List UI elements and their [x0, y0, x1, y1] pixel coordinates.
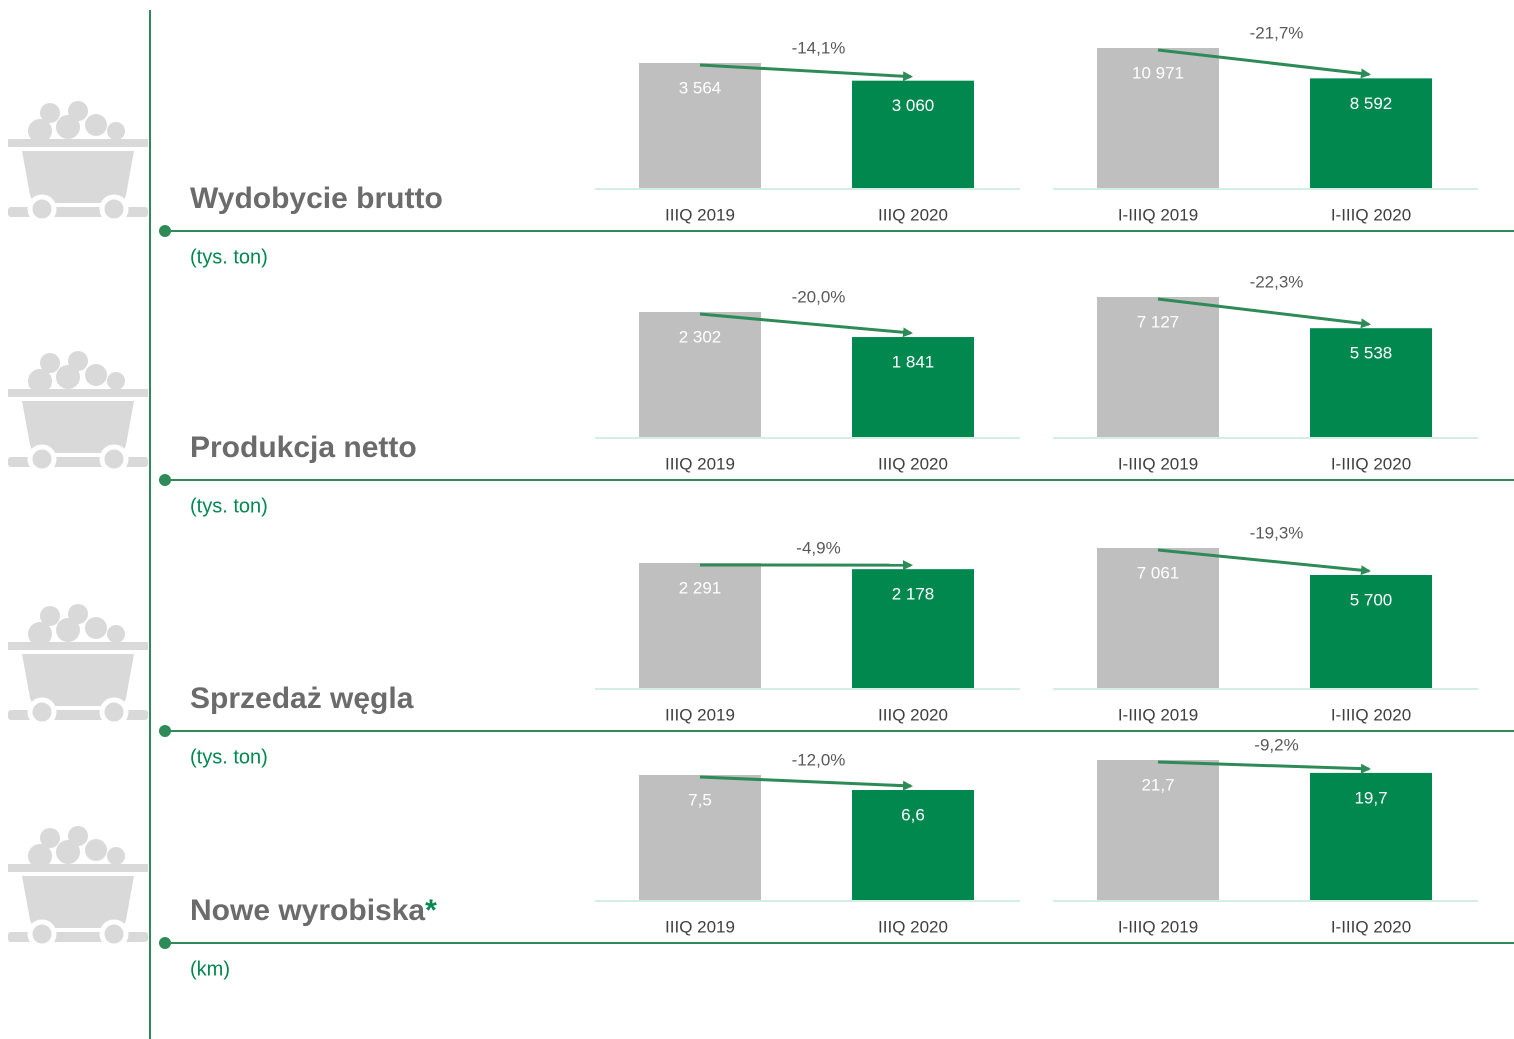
x-tick-label: I-IIIQ 2020 — [1331, 917, 1411, 936]
value-label: 7,5 — [688, 790, 712, 809]
bar — [852, 569, 974, 688]
x-tick-label: IIIQ 2019 — [665, 705, 735, 724]
bar — [852, 337, 974, 437]
x-tick-label: IIIQ 2020 — [878, 205, 948, 224]
x-tick-label: IIIQ 2020 — [878, 454, 948, 473]
value-label: 6,6 — [901, 805, 925, 824]
x-tick-label: IIIQ 2020 — [878, 705, 948, 724]
value-label: 2 178 — [892, 585, 935, 604]
x-tick-label: I-IIIQ 2019 — [1118, 917, 1198, 936]
cart-icon — [8, 351, 148, 471]
x-tick-label: IIIQ 2020 — [878, 917, 948, 936]
bar — [1097, 48, 1219, 188]
section-title: Produkcja netto — [190, 431, 417, 464]
value-label: 5 700 — [1350, 590, 1393, 609]
change-label: -21,7% — [1250, 23, 1304, 42]
change-arrow — [1157, 760, 1371, 774]
x-tick-label: I-IIIQ 2020 — [1331, 454, 1411, 473]
bar — [1310, 574, 1432, 688]
value-label: 7 127 — [1137, 312, 1180, 331]
section-dot — [159, 225, 171, 237]
value-label: 8 592 — [1350, 94, 1393, 113]
x-tick-label: IIIQ 2019 — [665, 454, 735, 473]
bar — [1310, 772, 1432, 900]
value-label: 19,7 — [1354, 788, 1387, 807]
section-title-text: Sprzedaż węgla — [190, 682, 414, 715]
cart-icon — [8, 604, 148, 724]
title-marker: * — [425, 894, 437, 927]
x-tick-label: I-IIIQ 2020 — [1331, 205, 1411, 224]
bar — [639, 563, 761, 688]
change-label: -9,2% — [1254, 735, 1298, 754]
bar — [1310, 328, 1432, 437]
change-label: -4,9% — [796, 538, 840, 557]
section-title-text: Produkcja netto — [190, 431, 417, 464]
value-label: 2 291 — [679, 578, 722, 597]
bar — [639, 312, 761, 437]
value-label: 10 971 — [1132, 63, 1184, 82]
change-arrow — [699, 312, 913, 338]
bar — [639, 775, 761, 900]
value-label: 3 060 — [892, 96, 935, 115]
change-arrow — [699, 63, 913, 82]
bar — [639, 63, 761, 188]
change-label: -14,1% — [792, 38, 846, 57]
section-unit: (tys. ton) — [190, 495, 268, 517]
section-title-text: Nowe wyrobiska — [190, 894, 425, 927]
section-title: Nowe wyrobiska* — [190, 894, 437, 927]
section-unit: (km) — [190, 958, 230, 980]
change-arrow — [1157, 548, 1371, 576]
section-dot — [159, 725, 171, 737]
section-title: Wydobycie brutto — [190, 182, 443, 215]
x-tick-label: I-IIIQ 2019 — [1118, 454, 1198, 473]
bar — [1097, 760, 1219, 900]
cart-icon — [8, 826, 148, 946]
section-unit: (tys. ton) — [190, 246, 268, 268]
bar — [852, 790, 974, 900]
section-title: Sprzedaż węgla — [190, 682, 414, 715]
x-tick-label: IIIQ 2019 — [665, 205, 735, 224]
change-label: -22,3% — [1250, 272, 1304, 291]
change-arrow — [699, 775, 913, 791]
section-dot — [159, 474, 171, 486]
change-arrow — [1157, 297, 1371, 329]
section-unit: (tys. ton) — [190, 746, 268, 768]
x-tick-label: I-IIIQ 2020 — [1331, 705, 1411, 724]
bar — [1097, 548, 1219, 688]
value-label: 7 061 — [1137, 563, 1180, 582]
bar — [852, 80, 974, 188]
change-label: -12,0% — [792, 750, 846, 769]
change-arrow — [1157, 48, 1371, 79]
value-label: 21,7 — [1141, 775, 1174, 794]
value-label: 3 564 — [679, 78, 722, 97]
cart-icon — [8, 101, 148, 221]
value-label: 5 538 — [1350, 344, 1393, 363]
section-dot — [159, 937, 171, 949]
value-label: 2 302 — [679, 327, 722, 346]
x-tick-label: I-IIIQ 2019 — [1118, 705, 1198, 724]
change-label: -19,3% — [1250, 523, 1304, 542]
bar — [1310, 78, 1432, 188]
x-tick-label: I-IIIQ 2019 — [1118, 205, 1198, 224]
change-label: -20,0% — [792, 287, 846, 306]
x-tick-label: IIIQ 2019 — [665, 917, 735, 936]
value-label: 1 841 — [892, 353, 935, 372]
section-title-text: Wydobycie brutto — [190, 182, 443, 215]
bar — [1097, 297, 1219, 437]
